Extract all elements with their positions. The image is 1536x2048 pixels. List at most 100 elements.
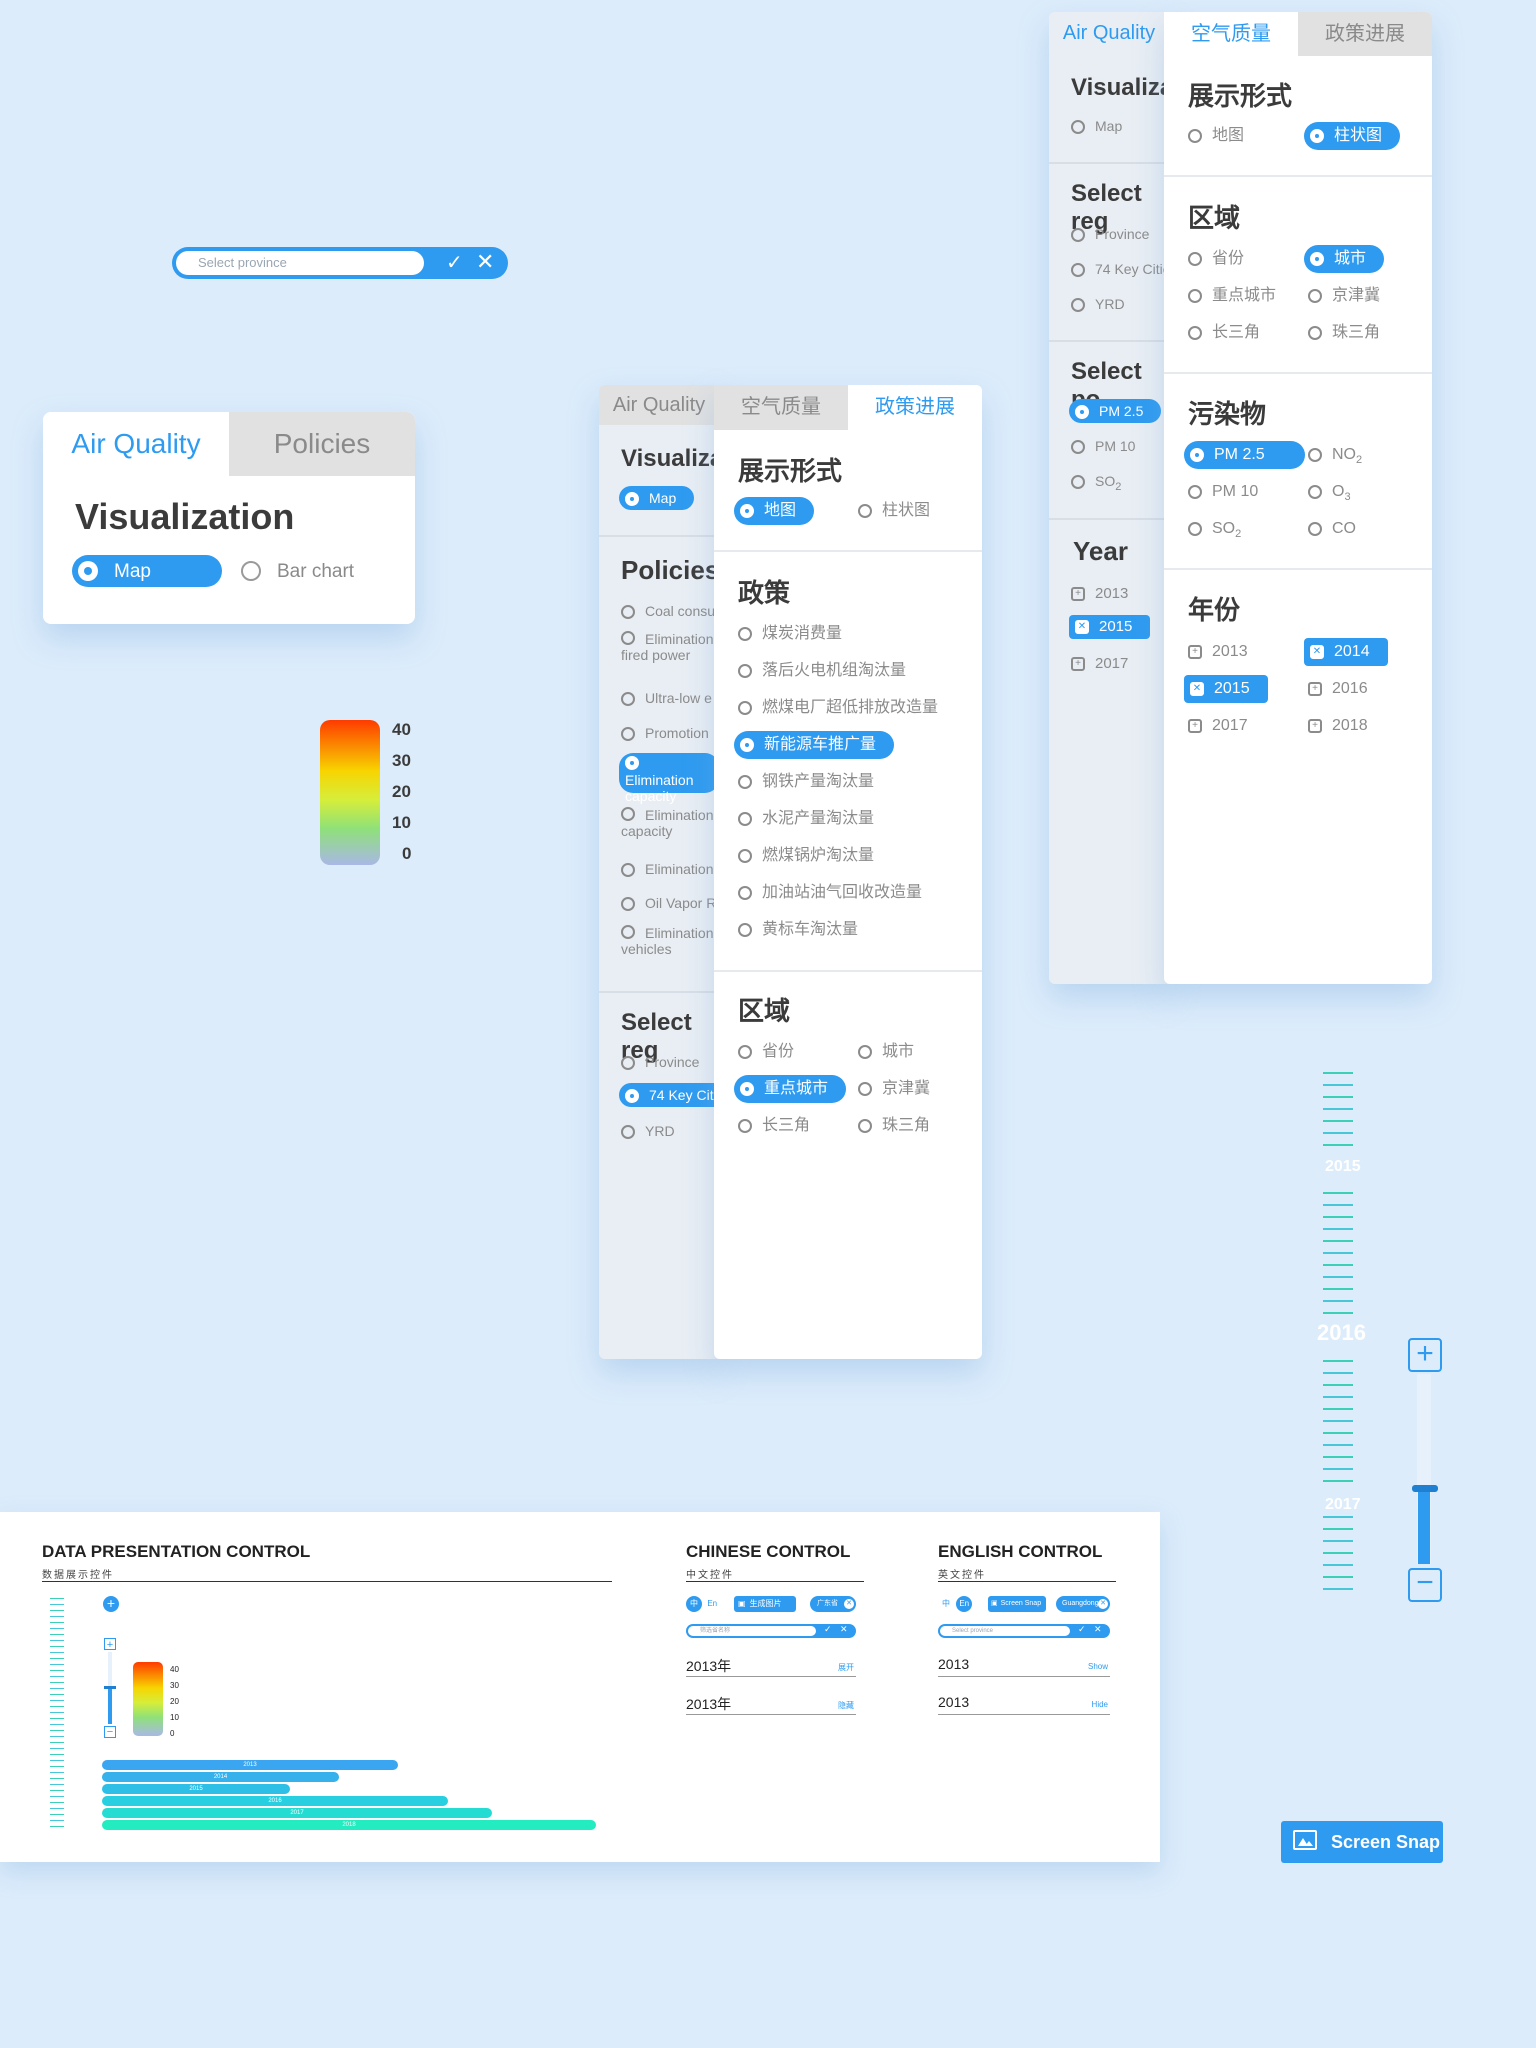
policy-option-selected[interactable]: Elimination capacity xyxy=(619,753,719,804)
policy-option-selected[interactable]: 新能源车推广量 xyxy=(734,731,895,759)
zoom-handle[interactable] xyxy=(1412,1485,1438,1492)
pollutant-option[interactable]: PM 10 xyxy=(1188,478,1258,506)
tab-policies[interactable]: Policies xyxy=(229,412,415,476)
pollutant-option[interactable]: SO2 xyxy=(1188,515,1241,543)
snap-button[interactable]: ▣ Screen Snap xyxy=(988,1596,1046,1612)
region-option[interactable]: 长三角 xyxy=(738,1112,810,1140)
region-option[interactable]: 京津冀 xyxy=(1308,282,1380,310)
tab-air-quality-cn[interactable]: 空气质量 xyxy=(714,385,848,430)
pollutant-option[interactable]: O3 xyxy=(1308,478,1351,506)
policy-option[interactable]: 水泥产量淘汰量 xyxy=(738,805,874,833)
year-option[interactable]: +2013 xyxy=(1071,580,1128,608)
year-timeline[interactable]: 2015 2016 2017 xyxy=(1317,1072,1366,1602)
tab-policy-progress[interactable]: 政策进展 xyxy=(1298,12,1432,56)
region-option[interactable]: 省份 xyxy=(738,1038,794,1066)
lang-en[interactable]: En xyxy=(956,1596,973,1612)
policy-option[interactable]: 加油站油气回收改造量 xyxy=(738,879,922,907)
option-map[interactable]: Map xyxy=(619,486,695,510)
check-icon[interactable]: ✓ xyxy=(446,252,463,274)
snap-button[interactable]: ▣ 生成图片 xyxy=(734,1596,796,1612)
policy-option[interactable]: Elimination fired power xyxy=(621,631,714,663)
tab-policy-progress[interactable]: 政策进展 xyxy=(848,385,982,430)
option-bar-chart[interactable]: 柱状图 xyxy=(1304,122,1401,150)
policy-option[interactable]: Ultra-low e xyxy=(621,684,712,712)
region-option[interactable]: 74 Key Citie xyxy=(1071,255,1169,283)
tab-air-quality[interactable]: Air Quality xyxy=(1049,12,1169,54)
province-search-input[interactable] xyxy=(176,251,424,275)
option-bar-chart[interactable]: Bar chart xyxy=(241,555,381,587)
region-option[interactable]: 重点城市 xyxy=(1188,282,1276,310)
timeline-year-active[interactable]: 2016 xyxy=(1317,1320,1366,1345)
policy-option[interactable]: 煤炭消费量 xyxy=(738,620,842,648)
region-option[interactable]: YRD xyxy=(621,1117,675,1145)
plus-icon[interactable]: + xyxy=(1408,1338,1442,1372)
option-map[interactable]: Map xyxy=(72,555,222,587)
region-option-selected[interactable]: 城市 xyxy=(1304,245,1385,273)
year-option[interactable]: +2017 xyxy=(1188,712,1248,740)
policy-option[interactable]: 落后火电机组淘汰量 xyxy=(738,657,906,685)
hide-link[interactable]: Hide xyxy=(1091,1700,1108,1709)
policy-option[interactable]: Elimination xyxy=(621,855,713,883)
region-option[interactable]: 珠三角 xyxy=(858,1112,930,1140)
policy-option[interactable]: Promotion xyxy=(621,719,709,747)
region-option[interactable]: 省份 xyxy=(1188,245,1244,273)
tab-air-quality[interactable]: Air Quality xyxy=(599,385,719,425)
option-map[interactable]: 地图 xyxy=(1188,122,1244,150)
option-bar-chart[interactable]: 柱状图 xyxy=(858,497,930,525)
lang-switch[interactable]: 中 En xyxy=(686,1596,720,1612)
pollutant-option-selected[interactable]: PM 2.5 xyxy=(1184,441,1305,469)
plus-icon[interactable]: + xyxy=(103,1596,119,1612)
lang-zh[interactable]: 中 xyxy=(686,1596,702,1612)
year-option[interactable]: +2017 xyxy=(1071,650,1128,678)
timeline-year[interactable]: 2017 xyxy=(1325,1496,1361,1513)
region-option-selected[interactable]: 74 Key Citie xyxy=(619,1083,719,1107)
screen-snap-button[interactable]: Screen Snap xyxy=(1281,1821,1443,1863)
close-icon[interactable]: ✕ xyxy=(1094,1624,1102,1634)
check-icon[interactable]: ✓ xyxy=(824,1624,832,1634)
tab-air-quality[interactable]: Air Quality xyxy=(43,412,229,476)
region-option[interactable]: 京津冀 xyxy=(858,1075,930,1103)
policy-option[interactable]: 燃煤电厂超低排放改造量 xyxy=(738,694,938,722)
policy-option[interactable]: 钢铁产量淘汰量 xyxy=(738,768,874,796)
policy-option[interactable]: 黄标车淘汰量 xyxy=(738,916,858,944)
policy-option[interactable]: Coal consu xyxy=(621,597,715,625)
close-icon[interactable]: ✕ xyxy=(1098,1599,1108,1609)
policy-option[interactable]: Oil Vapor R xyxy=(621,889,716,917)
expand-link[interactable]: 展开 xyxy=(838,1663,854,1672)
year-option[interactable]: +2018 xyxy=(1308,712,1368,740)
pollutant-option[interactable]: PM 10 xyxy=(1071,432,1135,460)
year-option[interactable]: +2016 xyxy=(1308,675,1368,703)
close-icon[interactable]: ✕ xyxy=(844,1599,854,1609)
region-option[interactable]: 城市 xyxy=(858,1038,914,1066)
year-option[interactable]: +2013 xyxy=(1188,638,1248,666)
year-option-selected[interactable]: ✕ 2015 xyxy=(1184,675,1268,703)
close-icon[interactable]: ✕ xyxy=(840,1624,848,1634)
region-option[interactable]: 珠三角 xyxy=(1308,319,1380,347)
mini-zoom[interactable]: + − xyxy=(104,1638,116,1738)
policy-option[interactable]: 燃煤锅炉淘汰量 xyxy=(738,842,874,870)
region-option[interactable]: 长三角 xyxy=(1188,319,1260,347)
minus-icon[interactable]: − xyxy=(1408,1568,1442,1602)
region-option[interactable]: YRD xyxy=(1071,290,1125,318)
region-option[interactable]: Province xyxy=(1071,220,1149,248)
province-chip[interactable]: Guangdong ✕ xyxy=(1056,1596,1110,1612)
lang-switch[interactable]: 中 En xyxy=(938,1596,973,1612)
tab-air-quality-cn[interactable]: 空气质量 xyxy=(1164,12,1298,56)
show-link[interactable]: Show xyxy=(1087,1662,1108,1671)
option-map[interactable]: 地图 xyxy=(734,497,815,525)
pollutant-option[interactable]: CO xyxy=(1308,515,1356,543)
hide-link[interactable]: 隐藏 xyxy=(838,1701,854,1710)
year-option-selected[interactable]: ✕ 2015 xyxy=(1069,615,1151,639)
lang-zh[interactable]: 中 xyxy=(942,1599,950,1608)
policy-option[interactable]: Elimination vehicles xyxy=(621,925,714,957)
policy-option[interactable]: Elimination capacity xyxy=(621,807,714,839)
option-map[interactable]: Map xyxy=(1071,112,1122,140)
province-search-mini[interactable]: 筛选省名称 ✓ ✕ xyxy=(686,1624,856,1638)
province-search-mini[interactable]: Select province ✓ ✕ xyxy=(938,1624,1110,1638)
check-icon[interactable]: ✓ xyxy=(1078,1624,1086,1634)
lang-en[interactable]: En xyxy=(707,1599,718,1608)
pollutant-option[interactable]: NO2 xyxy=(1308,441,1362,469)
pollutant-option-selected[interactable]: PM 2.5 xyxy=(1069,399,1162,423)
pollutant-option[interactable]: SO2 xyxy=(1071,467,1121,495)
province-chip[interactable]: 广东省 ✕ xyxy=(810,1596,856,1612)
